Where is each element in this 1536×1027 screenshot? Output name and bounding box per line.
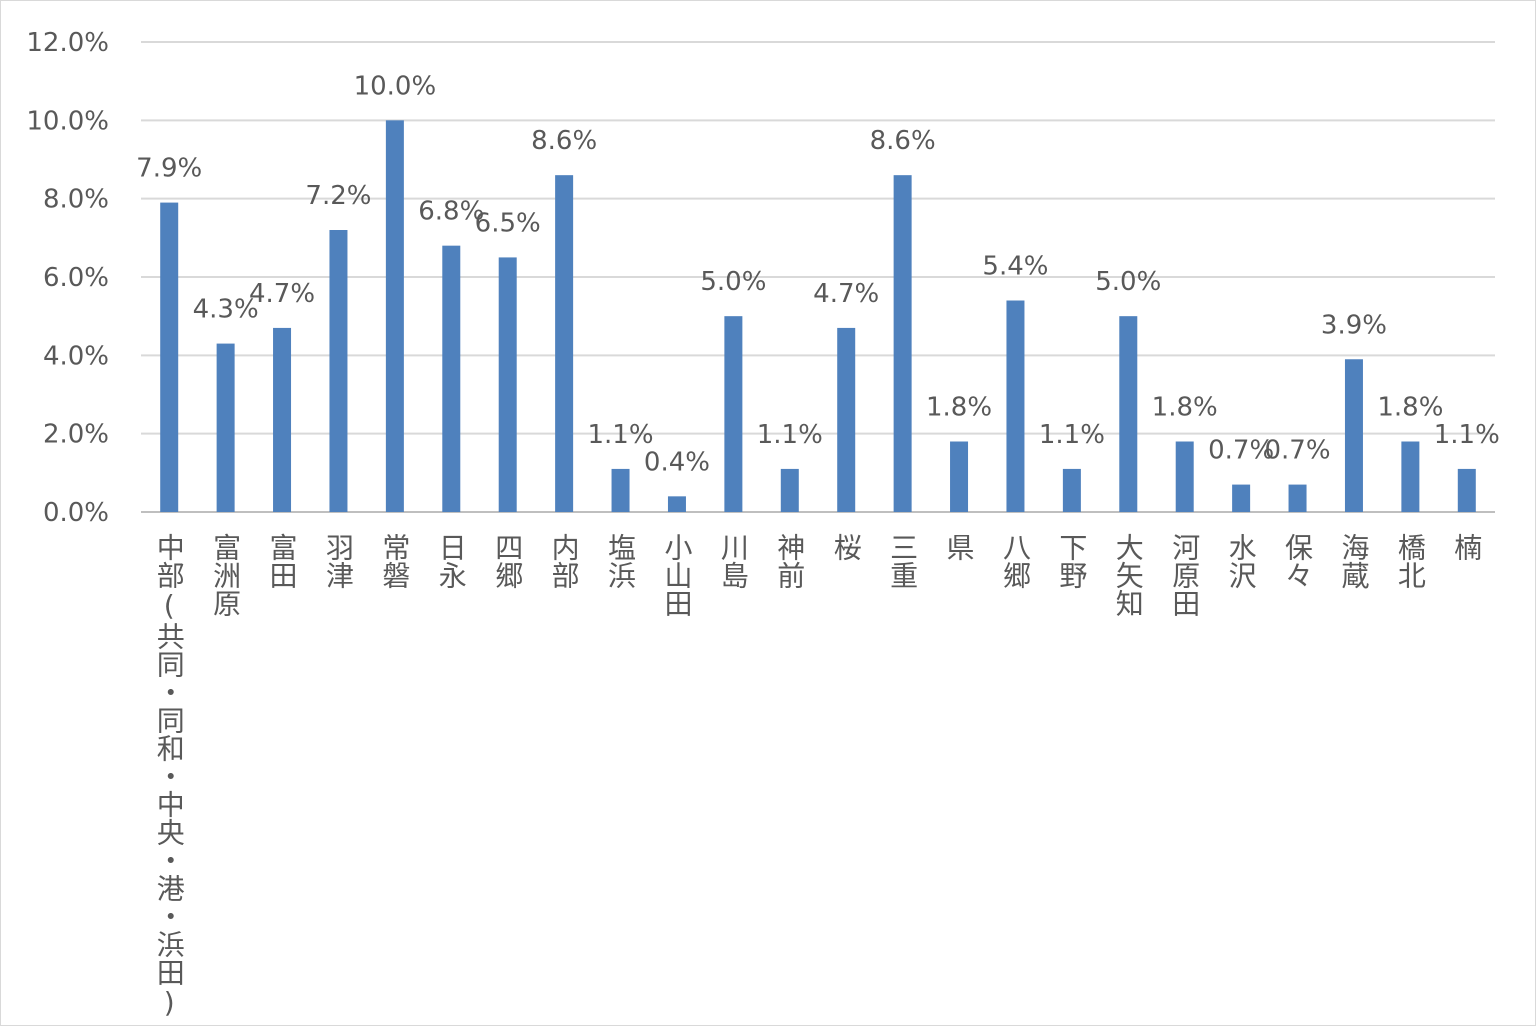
category-label: 塩浜 — [604, 533, 637, 589]
category-labels: 中部(共同・同和・中央・港・浜田) 富洲原 富田 羽津 常磐 日永 四郷 内部 塩浜 小山田 川島神… — [153, 533, 1484, 1019]
data-label: 1.1% — [1039, 420, 1105, 450]
data-label: 0.7% — [1265, 436, 1331, 466]
category-label: 大矢知 — [1112, 533, 1145, 617]
data-label: 6.5% — [475, 208, 541, 238]
bar — [780, 468, 799, 512]
bar — [950, 441, 969, 512]
category-label: 下野 — [1055, 533, 1088, 589]
bar — [724, 316, 743, 512]
data-label: 5.0% — [700, 267, 766, 297]
bar — [1288, 484, 1307, 512]
data-label: 6.8% — [418, 197, 484, 227]
y-tick-label: 2.0% — [43, 420, 109, 450]
bar — [1232, 484, 1251, 512]
bar — [1175, 441, 1194, 512]
bar — [498, 257, 517, 512]
y-tick-label: 0.0% — [43, 498, 109, 528]
bar — [385, 120, 404, 512]
category-label: 橋北 — [1394, 533, 1427, 589]
data-label: 7.9% — [136, 154, 202, 184]
y-tick-label: 10.0% — [26, 106, 109, 136]
category-label: 川島 — [717, 533, 750, 589]
data-label: 1.8% — [1152, 393, 1218, 423]
data-label: 8.6% — [531, 126, 597, 156]
data-label: 3.9% — [1321, 310, 1387, 340]
bar — [442, 245, 461, 512]
data-label: 0.4% — [644, 447, 710, 477]
category-label: 保々 — [1281, 533, 1314, 589]
data-label: 0.7% — [1208, 436, 1274, 466]
bar — [893, 175, 912, 512]
category-label: 県 — [943, 533, 976, 561]
y-tick-label: 4.0% — [43, 341, 109, 371]
bars — [160, 120, 1476, 513]
category-label: 三重 — [886, 533, 919, 589]
category-label: 神前 — [773, 533, 806, 589]
bar — [216, 343, 235, 512]
data-label: 7.2% — [305, 181, 371, 211]
category-label: 河原田 — [1168, 533, 1201, 617]
bar — [160, 202, 179, 513]
category-label: 内部 — [548, 533, 581, 589]
bar — [667, 496, 686, 512]
category-label: 中部(共同・同和・中央・港・浜田) — [153, 533, 186, 1019]
bar — [1006, 300, 1025, 512]
data-label: 1.1% — [1434, 420, 1500, 450]
bar — [329, 230, 348, 512]
category-label: 羽津 — [322, 533, 355, 589]
bar — [1344, 359, 1363, 512]
bar — [1119, 316, 1138, 512]
category-label: 楠 — [1450, 533, 1483, 561]
category-label: 日永 — [435, 533, 468, 589]
y-axis-ticks: 0.0% 2.0% 4.0% 6.0% 8.0% 10.0% 12.0% — [26, 28, 109, 528]
data-label: 5.4% — [982, 252, 1048, 282]
data-labels: 7.9%4.3%4.7%7.2%10.0%6.8%6.5%8.6%1.1%0.4… — [136, 71, 1500, 477]
data-label: 1.1% — [757, 420, 823, 450]
data-label: 5.0% — [1095, 267, 1161, 297]
gridlines — [141, 41, 1495, 513]
category-label: 常磐 — [378, 533, 411, 589]
bar — [837, 327, 856, 512]
y-tick-label: 12.0% — [26, 28, 109, 58]
category-label: 八郷 — [999, 533, 1032, 589]
category-label: 海蔵 — [1337, 533, 1370, 589]
bar — [273, 327, 292, 512]
category-label: 富田 — [266, 533, 299, 589]
data-label: 10.0% — [354, 71, 437, 101]
data-label: 1.8% — [926, 393, 992, 423]
bar — [611, 468, 630, 512]
data-label: 4.7% — [813, 279, 879, 309]
bar — [1457, 468, 1476, 512]
category-label: 水沢 — [1225, 533, 1258, 589]
y-tick-label: 8.0% — [43, 185, 109, 215]
category-label: 桜 — [830, 533, 863, 561]
data-label: 1.8% — [1377, 393, 1443, 423]
category-label: 富洲原 — [209, 533, 242, 617]
data-label: 4.7% — [249, 279, 315, 309]
bar — [1062, 468, 1081, 512]
data-label: 1.1% — [588, 420, 654, 450]
bar — [555, 175, 574, 512]
data-label: 8.6% — [870, 126, 936, 156]
category-label: 四郷 — [491, 533, 524, 589]
data-label: 4.3% — [193, 295, 259, 325]
bar — [1401, 441, 1420, 512]
y-tick-label: 6.0% — [43, 263, 109, 293]
category-label: 小山田 — [660, 533, 693, 617]
